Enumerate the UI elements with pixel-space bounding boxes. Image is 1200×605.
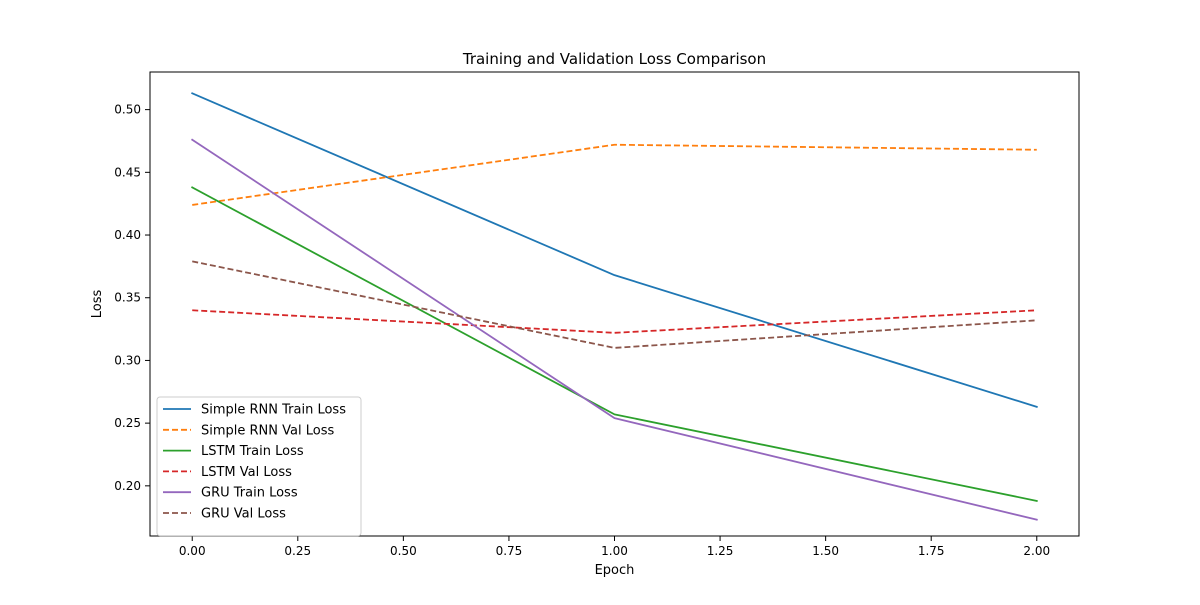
y-tick-label: 0.25 bbox=[114, 416, 141, 430]
legend-label: Simple RNN Val Loss bbox=[201, 423, 334, 438]
x-tick-label: 1.00 bbox=[601, 544, 628, 558]
x-tick-label: 0.00 bbox=[179, 544, 206, 558]
series-line-0 bbox=[191, 92, 1038, 408]
x-tick-label: 1.25 bbox=[707, 544, 734, 558]
legend: Simple RNN Train Loss Simple RNN Val Loss… bbox=[156, 396, 362, 537]
series-line-1 bbox=[192, 143, 1037, 206]
x-axis-label: Epoch bbox=[595, 563, 635, 578]
x-tick-label: 1.50 bbox=[812, 544, 839, 558]
series-line-5 bbox=[192, 260, 1037, 349]
y-tick-label: 0.35 bbox=[114, 291, 141, 305]
x-tick-label: 2.00 bbox=[1023, 544, 1050, 558]
legend-label: LSTM Val Loss bbox=[201, 465, 292, 480]
legend-label: GRU Train Loss bbox=[201, 486, 298, 501]
y-tick-label: 0.50 bbox=[114, 103, 141, 117]
y-tick-label: 0.20 bbox=[114, 479, 141, 493]
plot-frame bbox=[149, 71, 1080, 537]
legend-label: GRU Val Loss bbox=[201, 507, 286, 522]
legend-box bbox=[156, 396, 362, 537]
x-tick-label: 0.50 bbox=[390, 544, 417, 558]
x-tick-label: 0.75 bbox=[496, 544, 523, 558]
series-line-4 bbox=[190, 138, 1038, 521]
tick-layer: 0.00 0.25 0.50 0.75 1.00 1.25 1.50 1.75 2.00 0.20… bbox=[114, 103, 1050, 558]
series-line-2 bbox=[191, 186, 1038, 502]
x-tick-label: 1.75 bbox=[918, 544, 945, 558]
legend-label: Simple RNN Train Loss bbox=[201, 403, 346, 418]
y-tick-label: 0.30 bbox=[114, 353, 141, 367]
series-layer bbox=[190, 92, 1038, 521]
series-line-3 bbox=[192, 309, 1037, 334]
legend-label: LSTM Train Loss bbox=[201, 444, 304, 459]
x-tick-label: 0.25 bbox=[284, 544, 311, 558]
y-axis-label: Loss bbox=[90, 290, 105, 319]
y-tick-label: 0.40 bbox=[114, 228, 141, 242]
chart-title: Training and Validation Loss Comparison bbox=[462, 50, 766, 68]
y-tick-label: 0.45 bbox=[114, 165, 141, 179]
